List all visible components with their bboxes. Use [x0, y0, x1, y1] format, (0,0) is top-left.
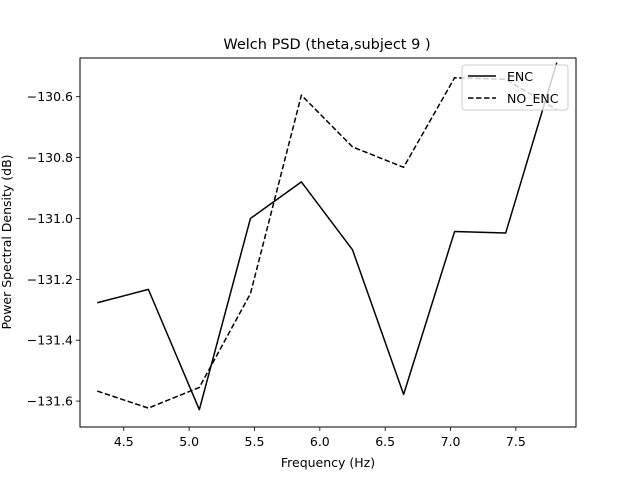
x-tick-label: 6.0	[310, 434, 330, 449]
y-axis-label: Power Spectral Density (dB)	[0, 154, 14, 329]
x-ticks: 4.5 5.0 5.5 6.0 6.5 7.0 7.5	[114, 427, 526, 449]
x-tick-label: 4.5	[114, 434, 134, 449]
x-axis-label: Frequency (Hz)	[281, 455, 375, 470]
axes-frame	[79, 57, 577, 428]
x-tick-label: 7.5	[506, 434, 526, 449]
x-tick-label: 5.5	[245, 434, 265, 449]
y-tick-label: −131.0	[27, 211, 73, 226]
y-tick-label: −131.2	[27, 272, 73, 287]
y-tick-label: −130.6	[27, 89, 73, 104]
y-tick-label: −130.8	[27, 150, 73, 165]
x-tick-label: 7.0	[441, 434, 461, 449]
x-tick-label: 5.0	[179, 434, 199, 449]
legend: ENC NO_ENC	[461, 64, 569, 111]
x-tick-label: 6.5	[375, 434, 395, 449]
chart-title: Welch PSD (theta,subject 9 )	[223, 37, 430, 53]
y-ticks: −131.6 −131.4 −131.2 −131.0 −130.8 −130.6	[27, 89, 80, 409]
series-line-enc	[97, 62, 558, 411]
legend-label-enc: ENC	[507, 69, 533, 84]
legend-label-no-enc: NO_ENC	[507, 91, 559, 106]
y-tick-label: −131.4	[27, 333, 73, 348]
y-tick-label: −131.6	[27, 394, 73, 409]
